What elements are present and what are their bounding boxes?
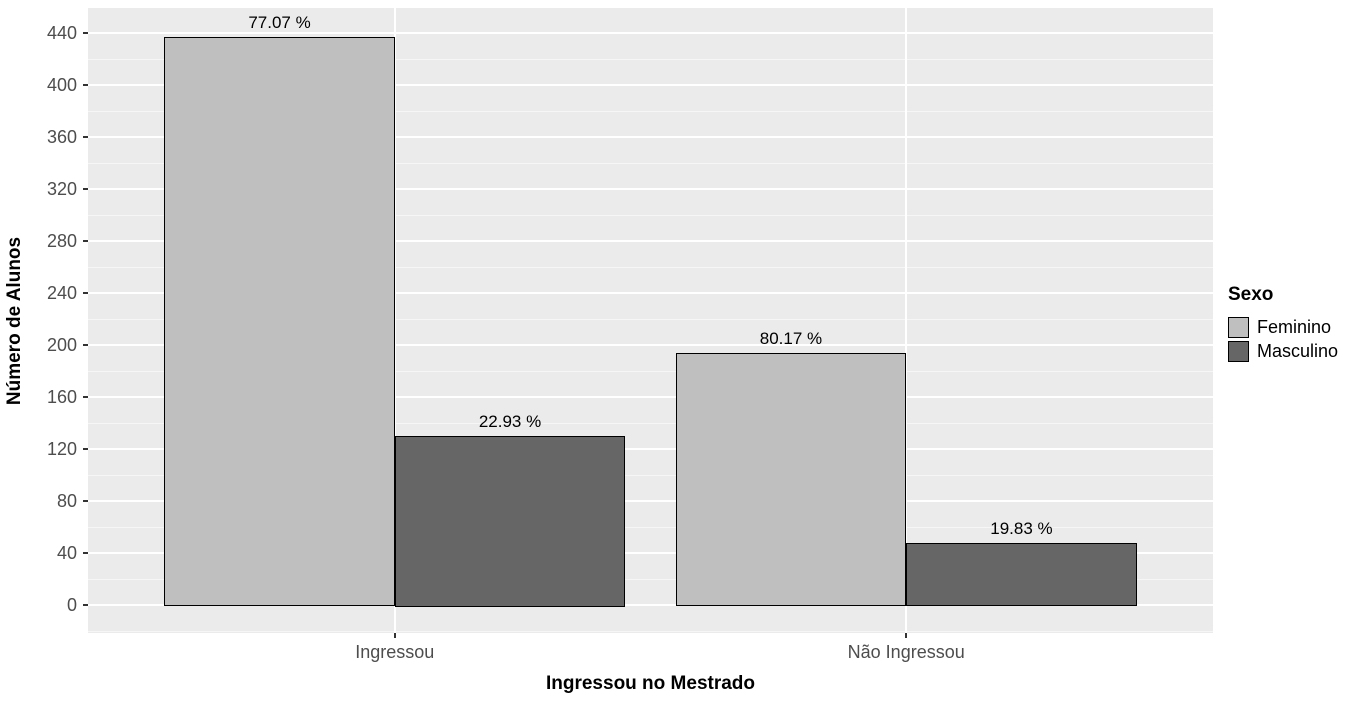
y-tick-label-320: 320: [46, 179, 77, 199]
y-tick-mark-120: [83, 448, 88, 450]
gridline-major: [88, 500, 1213, 502]
y-tick-label-400: 400: [46, 75, 77, 95]
gridline-minor: [88, 578, 1213, 580]
x-tick-label-ingressou: Ingressou: [355, 642, 435, 662]
gridline-minor: [88, 370, 1213, 372]
gridline-major: [88, 448, 1213, 450]
y-tick-mark-360: [83, 136, 88, 138]
y-tick-mark-440: [83, 32, 88, 34]
bar-label-feminino-nao-ingressou: 80.17 %: [759, 328, 823, 348]
gridline-minor: [88, 630, 1213, 632]
y-tick-mark-0: [83, 604, 88, 606]
legend-label-feminino: Feminino: [1257, 316, 1332, 337]
x-tick-mark-ingressou: [394, 633, 396, 638]
y-tick-mark-240: [83, 292, 88, 294]
legend: Sexo Feminino Masculino: [1228, 284, 1338, 363]
gridline-major: [88, 188, 1213, 190]
gridline-major: [88, 396, 1213, 398]
y-tick-mark-280: [83, 240, 88, 242]
gridline-major: [88, 292, 1213, 294]
legend-swatch-masculino: [1228, 340, 1249, 362]
gridline-minor: [88, 214, 1213, 216]
gridline-major: [88, 344, 1213, 346]
y-tick-label-160: 160: [46, 387, 77, 407]
y-tick-label-120: 120: [46, 439, 77, 459]
y-tick-label-440: 440: [46, 23, 77, 43]
bar-label-masculino-ingressou: 22.93 %: [478, 412, 542, 431]
y-tick-label-280: 280: [46, 231, 77, 251]
gridline-major: [88, 32, 1213, 34]
bar-masculino-ingressou: [394, 436, 626, 607]
y-axis-title: Número de Alunos: [4, 236, 25, 405]
gridline-minor: [88, 318, 1213, 320]
gridline-vertical-nao-ingressou: [905, 8, 907, 633]
y-tick-mark-160: [83, 396, 88, 398]
legend-swatch-feminino: [1228, 316, 1249, 338]
y-tick-label-200: 200: [46, 335, 77, 355]
bar-feminino-ingressou: [164, 36, 395, 607]
y-tick-mark-200: [83, 344, 88, 346]
gridline-minor: [88, 526, 1213, 528]
y-tick-mark-40: [83, 552, 88, 554]
gridline-major: [88, 84, 1213, 86]
y-tick-mark-80: [83, 500, 88, 502]
legend-title: Sexo: [1228, 284, 1274, 305]
y-tick-label-240: 240: [46, 283, 77, 303]
gridline-minor: [88, 474, 1213, 476]
gridline-major: [88, 552, 1213, 554]
gridline-vertical-ingressou: [394, 8, 396, 633]
y-tick-mark-320: [83, 188, 88, 190]
x-axis-title: Ingressou no Mestrado: [545, 673, 756, 694]
plot-panel: 77.07 % 80.17 % 22.93 % 19.83 %: [88, 8, 1213, 633]
gridline-minor: [88, 266, 1213, 268]
gridline-major: [88, 136, 1213, 138]
legend-item-feminino: Feminino: [1228, 315, 1338, 339]
gridline-minor: [88, 110, 1213, 112]
gridline-minor: [88, 58, 1213, 60]
legend-label-masculino: Masculino: [1257, 340, 1339, 361]
y-tick-label-80: 80: [56, 491, 77, 511]
y-tick-label-360: 360: [46, 127, 77, 147]
bar-label-masculino-nao-ingressou: 19.83 %: [990, 518, 1053, 538]
bar-masculino-nao-ingressou: [906, 542, 1137, 607]
legend-item-masculino: Masculino: [1228, 339, 1338, 363]
y-tick-label-0: 0: [66, 595, 77, 615]
bar-feminino-nao-ingressou: [675, 352, 907, 607]
y-tick-label-40: 40: [56, 543, 77, 563]
gridline-minor: [88, 162, 1213, 164]
gridline-major: [88, 604, 1213, 606]
x-tick-label-nao-ingressou: Não Ingressou: [847, 642, 965, 662]
bar-label-feminino-ingressou: 77.07 %: [248, 12, 311, 32]
gridline-minor: [88, 422, 1213, 424]
gridline-major: [88, 240, 1213, 242]
y-tick-mark-400: [83, 84, 88, 86]
x-tick-mark-nao-ingressou: [905, 633, 907, 638]
